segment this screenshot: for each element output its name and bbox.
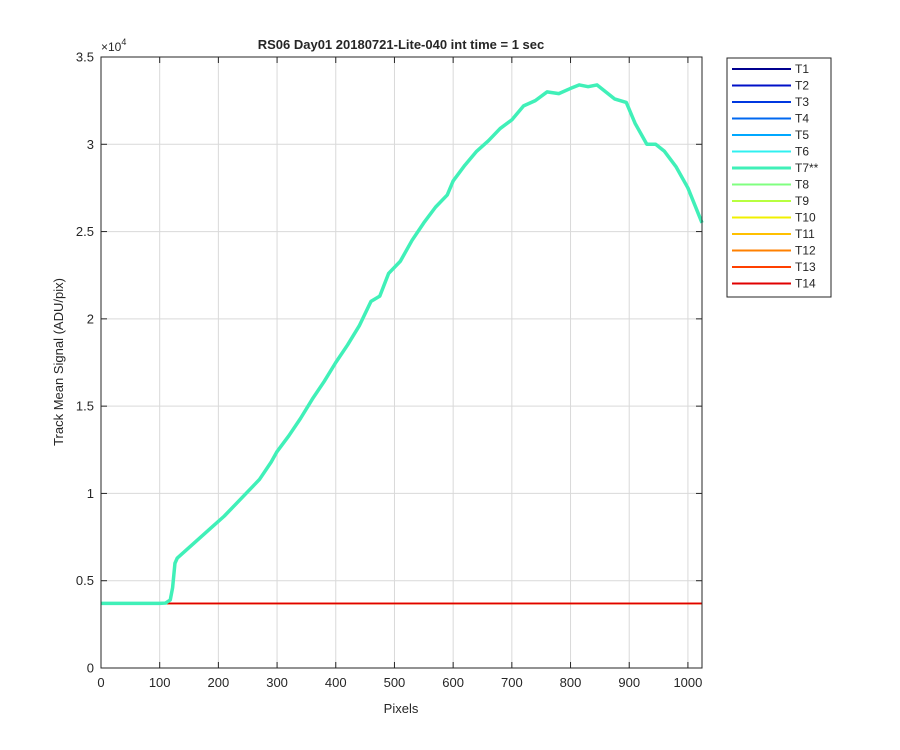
axis-ticks: 0 100 200 300 400 500 600 700 800 900 1000 0 0.5 1 1.5… bbox=[76, 50, 702, 691]
legend-label: T10 bbox=[795, 211, 816, 225]
legend-label: T13 bbox=[795, 260, 816, 274]
chart-title: RS06 Day01 20180721-Lite-040 int time = … bbox=[258, 37, 545, 52]
y-exponent-multiplier: ×104 bbox=[101, 37, 126, 54]
y-axis-label: Track Mean Signal (ADU/pix) bbox=[51, 278, 66, 446]
legend-label: T2 bbox=[795, 79, 809, 93]
y-tick-label: 0.5 bbox=[76, 573, 94, 588]
y-tick-label: 3.5 bbox=[76, 50, 94, 65]
x-tick-label: 0 bbox=[97, 675, 104, 690]
legend-label: T11 bbox=[795, 227, 815, 241]
x-tick-label: 1000 bbox=[673, 675, 702, 690]
legend-label: T3 bbox=[795, 95, 809, 109]
plot-area bbox=[101, 57, 702, 668]
legend-label: T8 bbox=[795, 178, 809, 192]
x-axis-label: Pixels bbox=[384, 701, 419, 716]
data-lines bbox=[101, 83, 704, 606]
legend-label: T5 bbox=[795, 128, 809, 142]
grid bbox=[101, 57, 702, 668]
legend-box bbox=[726, 57, 832, 298]
x-tick-label: 400 bbox=[325, 675, 347, 690]
legend-label: T9 bbox=[795, 194, 809, 208]
legend-label: T12 bbox=[795, 244, 816, 258]
y-tick-label: 3 bbox=[87, 137, 94, 152]
legend-label: T1 bbox=[795, 62, 809, 76]
y-tick-label: 0 bbox=[87, 661, 94, 676]
x-tick-label: 700 bbox=[501, 675, 523, 690]
y-tick-label: 1 bbox=[87, 486, 94, 501]
y-tick-label: 2.5 bbox=[76, 224, 94, 239]
legend-label: T14 bbox=[795, 277, 816, 291]
legend-label: T7** bbox=[795, 161, 819, 175]
y-tick-label: 1.5 bbox=[76, 399, 94, 414]
x-tick-label: 500 bbox=[384, 675, 406, 690]
x-tick-label: 200 bbox=[208, 675, 230, 690]
x-tick-label: 300 bbox=[266, 675, 288, 690]
x-tick-label: 100 bbox=[149, 675, 171, 690]
x-tick-label: 600 bbox=[442, 675, 464, 690]
y-tick-label: 2 bbox=[87, 311, 94, 326]
legend-label: T6 bbox=[795, 145, 809, 159]
legend-label: T4 bbox=[795, 112, 809, 126]
plot-border bbox=[100, 56, 703, 669]
x-tick-label: 800 bbox=[560, 675, 582, 690]
legend: T1 T2 T3 T4 T5 T6 T7** T8 T9 T10 T11 T12 T13 T14 bbox=[726, 57, 832, 298]
series-line-t7 bbox=[101, 83, 704, 606]
x-tick-label: 900 bbox=[618, 675, 640, 690]
